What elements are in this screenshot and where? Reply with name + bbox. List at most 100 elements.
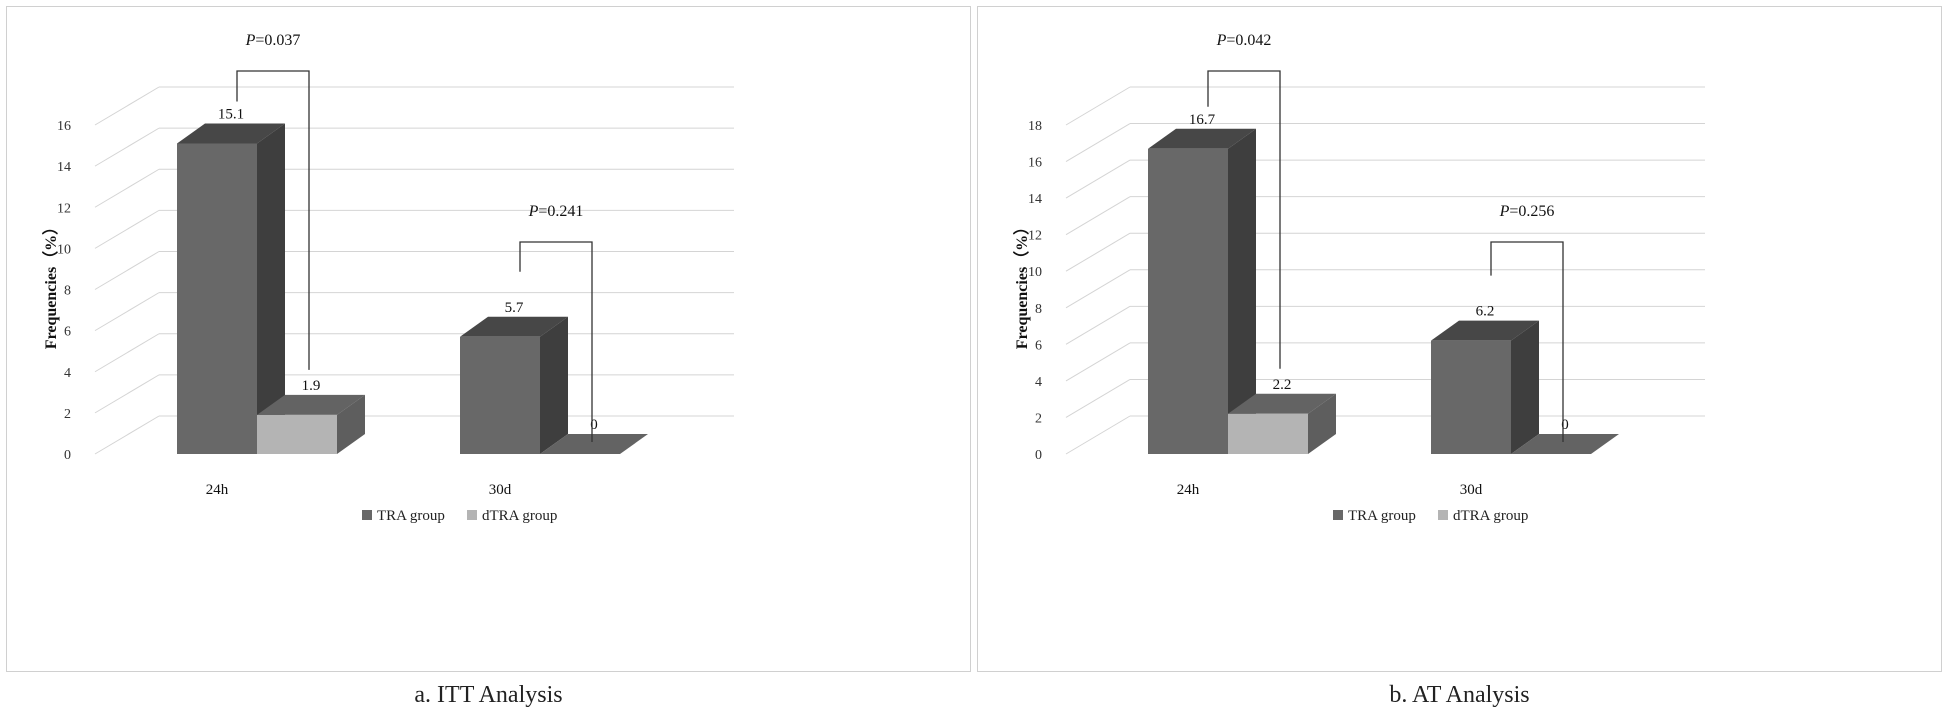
bar-value-label: 0: [1561, 417, 1569, 433]
gridline-side: [94, 333, 160, 373]
bar-top-face: [177, 123, 285, 144]
gridline-side: [94, 374, 160, 414]
gridline-side: [1065, 269, 1131, 309]
legend-swatch: [1333, 510, 1343, 520]
bar-tra-group-24h: [1148, 128, 1256, 454]
p-value: =0.042: [1226, 32, 1271, 49]
y-tick-label: 4: [64, 366, 71, 381]
y-tick-label: 0: [64, 448, 71, 463]
p-value-label: P=0.241: [528, 203, 584, 220]
legend: TRA group dTRA group: [362, 508, 557, 524]
y-tick-label: 16: [1028, 156, 1042, 171]
gridline-side: [1065, 86, 1131, 126]
bar-dtra-group-24h: [1228, 393, 1336, 454]
significance-bracket: [1207, 70, 1281, 369]
y-tick-label: 0: [1035, 448, 1042, 463]
bar-value-label: 2.2: [1273, 377, 1292, 393]
bar-front-face: [177, 143, 257, 454]
y-tick-label: 10: [57, 242, 71, 257]
bar-front-face: [257, 414, 337, 454]
gridline-side: [94, 415, 160, 455]
y-tick-label: 6: [1035, 338, 1042, 353]
chart-panel-at: 0 2 4 6 8 10 12 14 16 18 Frequencies（%） 16.7 2.2 24h 6…: [977, 6, 1942, 672]
chart-plot-area: 0 2 4 6 8 10 12 14 16 Frequencies（%） 15.1 1.9 24h 5.7…: [42, 32, 734, 524]
caption-itt: a. ITT Analysis: [414, 682, 563, 708]
chart-plot-area: 0 2 4 6 8 10 12 14 16 18 Frequencies（%） 16.7 2.2 24h 6…: [1013, 32, 1705, 524]
gridline-side: [94, 251, 160, 290]
bar-front-face: [1228, 413, 1308, 454]
y-tick-label: 10: [1028, 265, 1042, 280]
legend-label: TRA group: [377, 508, 445, 524]
y-tick-label: 6: [64, 325, 71, 340]
bar-tra-group-24h: [177, 123, 285, 454]
bar-front-face: [1148, 148, 1228, 454]
chart-at: 0 2 4 6 8 10 12 14 16 18 Frequencies（%） 16.7 2.2 24h 6…: [1013, 32, 1705, 524]
bar-dtra-group-24h: [257, 394, 365, 454]
gridline-side: [1065, 415, 1131, 455]
y-tick-label: 2: [64, 407, 71, 422]
gridline-side: [94, 127, 160, 167]
y-axis-label: Frequencies（%）: [1013, 219, 1031, 349]
p-value: =0.241: [538, 203, 583, 220]
gridline-side: [1065, 123, 1131, 162]
gridline-side: [94, 209, 160, 249]
y-tick-label: 12: [57, 201, 71, 216]
bar-dtra-group-30d: [1511, 434, 1619, 454]
bar-dtra-group-30d: [540, 434, 648, 454]
legend-swatch: [362, 510, 372, 520]
legend-swatch: [467, 510, 477, 520]
bar-tra-group-30d: [1431, 320, 1539, 454]
bar-value-label: 1.9: [302, 378, 321, 394]
y-tick-label: 14: [1028, 192, 1042, 207]
p-symbol: P: [1216, 32, 1227, 49]
bar-value-label: 5.7: [505, 300, 524, 316]
bar-front-face: [460, 336, 540, 454]
y-tick-label: 12: [1028, 229, 1042, 244]
gridline-side: [1065, 342, 1131, 382]
legend-swatch: [1438, 510, 1448, 520]
bar-top-face: [1511, 434, 1619, 454]
bar-side-face: [1308, 393, 1336, 454]
p-value-label: P=0.037: [245, 32, 301, 49]
p-value-label: P=0.256: [1499, 203, 1555, 220]
bar-top-face: [1228, 393, 1336, 414]
p-value: =0.256: [1509, 203, 1554, 220]
chart-itt: 0 2 4 6 8 10 12 14 16 Frequencies（%） 15.1 1.9 24h 5.7…: [42, 32, 734, 524]
legend-label: TRA group: [1348, 508, 1416, 524]
y-tick-label: 4: [1035, 375, 1042, 390]
bar-top-face: [460, 316, 568, 337]
legend-label: dTRA group: [482, 508, 557, 524]
bar-side-face: [1511, 320, 1539, 454]
legend: TRA group dTRA group: [1333, 508, 1528, 524]
y-tick-label: 18: [1028, 119, 1042, 134]
chart-panel-itt: 0 2 4 6 8 10 12 14 16 Frequencies（%） 15.1 1.9 24h 5.7…: [6, 6, 971, 672]
bar-top-face: [540, 434, 648, 454]
significance-bracket: [519, 241, 593, 442]
bar-side-face: [540, 316, 568, 454]
y-tick-label: 2: [1035, 411, 1042, 426]
bar-top-face: [1148, 128, 1256, 149]
bar-side-face: [257, 123, 285, 454]
significance-bracket: [236, 70, 310, 370]
y-tick-label: 14: [57, 160, 71, 175]
x-tick-label: 24h: [1177, 482, 1200, 498]
y-tick-label: 16: [57, 119, 71, 134]
significance-bracket: [1490, 241, 1564, 442]
x-tick-label: 30d: [1460, 482, 1483, 498]
legend-label: dTRA group: [1453, 508, 1528, 524]
gridline-side: [94, 168, 160, 208]
gridline-side: [1065, 232, 1131, 272]
p-value: =0.037: [255, 32, 300, 49]
bar-value-label: 6.2: [1476, 304, 1495, 320]
caption-at: b. AT Analysis: [1389, 682, 1530, 708]
gridline-side: [1065, 305, 1131, 345]
gridline-side: [1065, 379, 1131, 418]
p-symbol: P: [245, 32, 256, 49]
bar-top-face: [257, 394, 365, 415]
y-tick-label: 8: [64, 284, 71, 299]
bar-value-label: 15.1: [218, 107, 244, 123]
x-tick-label: 30d: [489, 482, 512, 498]
bar-front-face: [1431, 340, 1511, 454]
p-value-label: P=0.042: [1216, 32, 1272, 49]
p-symbol: P: [1499, 203, 1510, 220]
